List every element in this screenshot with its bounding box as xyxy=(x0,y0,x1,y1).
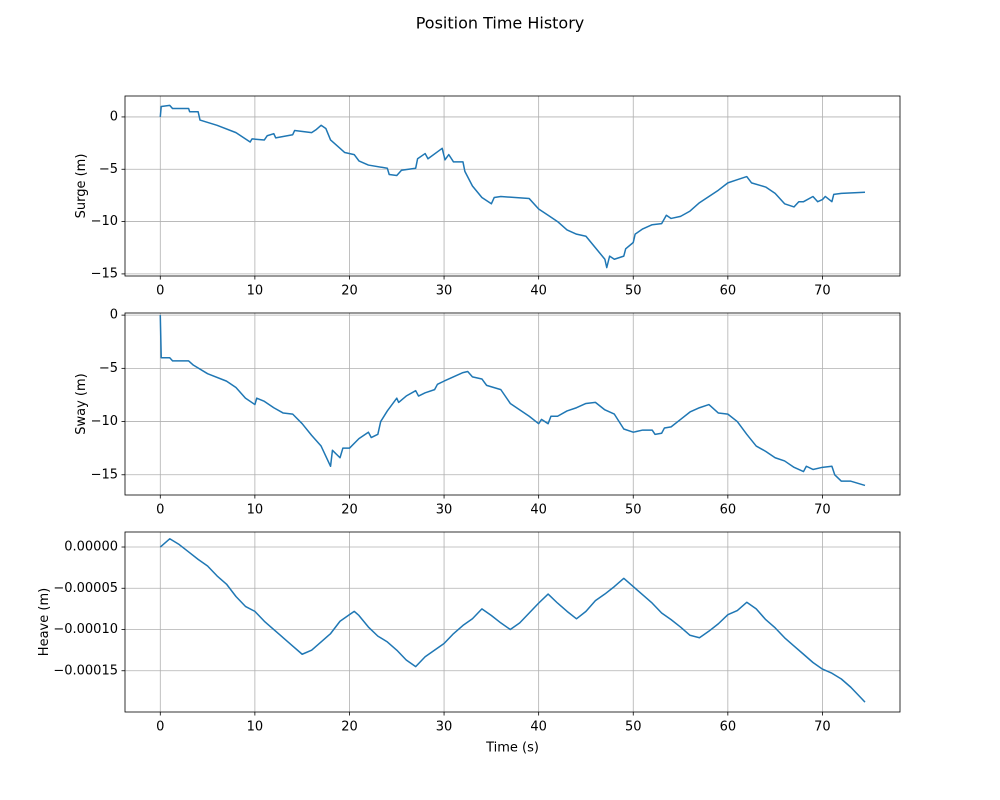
y-tick-label: −15 xyxy=(91,467,118,482)
axes-frame xyxy=(124,312,901,496)
x-tick-label: 60 xyxy=(720,503,737,518)
x-axis-label: Time (s) xyxy=(485,741,539,756)
data-line xyxy=(159,538,866,703)
y-axis-label: Heave (m) xyxy=(37,588,52,656)
plot-area xyxy=(159,315,866,487)
x-tick-label: 20 xyxy=(341,503,358,518)
x-tick-label: 50 xyxy=(625,503,642,518)
x-tick-label: 30 xyxy=(436,720,453,735)
x-tick-label: 0 xyxy=(156,720,164,735)
x-tick-label: 0 xyxy=(156,503,164,518)
x-tick-label: 70 xyxy=(814,720,831,735)
x-tick-label: 10 xyxy=(247,503,264,518)
y-tick-label: 0 xyxy=(110,308,118,323)
y-tick-label: 0 xyxy=(110,109,118,124)
x-tick-label: 50 xyxy=(625,284,642,299)
subplot: 0 10 20 30 40 50 60 70 0 −5 −10 −15 Surge (m) xyxy=(74,95,901,299)
axes-frame xyxy=(124,531,901,713)
x-tick-label: 20 xyxy=(341,284,358,299)
y-axis-label: Surge (m) xyxy=(74,154,89,219)
x-tick-label: 60 xyxy=(720,284,737,299)
plot-area xyxy=(159,538,866,703)
axes-frame xyxy=(124,95,901,277)
y-tick-label: −5 xyxy=(99,361,118,376)
data-line xyxy=(159,315,866,487)
x-tick-label: 10 xyxy=(247,284,264,299)
x-tick-label: 20 xyxy=(341,720,358,735)
x-tick-label: 0 xyxy=(156,284,164,299)
y-tick-label: −0.00010 xyxy=(53,622,118,637)
data-line xyxy=(159,104,866,269)
x-tick-label: 10 xyxy=(247,720,264,735)
x-tick-label: 30 xyxy=(436,503,453,518)
x-tick-label: 40 xyxy=(530,503,547,518)
figure-title: Position Time History xyxy=(416,14,585,33)
plot-area xyxy=(159,104,866,269)
y-tick-label: −0.00005 xyxy=(53,581,118,596)
y-tick-label: −0.00015 xyxy=(53,663,118,678)
y-tick-label: 0.00000 xyxy=(64,540,118,555)
x-tick-label: 40 xyxy=(530,720,547,735)
x-tick-label: 50 xyxy=(625,720,642,735)
y-tick-label: −15 xyxy=(91,266,118,281)
y-tick-label: −5 xyxy=(99,162,118,177)
x-tick-label: 70 xyxy=(814,284,831,299)
subplot: 0 10 20 30 40 50 60 70 0.00000 −0.00005 −0.00010 −0… xyxy=(37,531,901,756)
y-tick-label: −10 xyxy=(91,414,118,429)
x-tick-label: 60 xyxy=(720,720,737,735)
x-tick-label: 40 xyxy=(530,284,547,299)
subplot: 0 10 20 30 40 50 60 70 0 −5 −10 −15 Sway (m) xyxy=(74,308,901,518)
x-tick-label: 70 xyxy=(814,503,831,518)
y-axis-label: Sway (m) xyxy=(74,373,89,434)
x-tick-label: 30 xyxy=(436,284,453,299)
y-tick-label: −10 xyxy=(91,214,118,229)
